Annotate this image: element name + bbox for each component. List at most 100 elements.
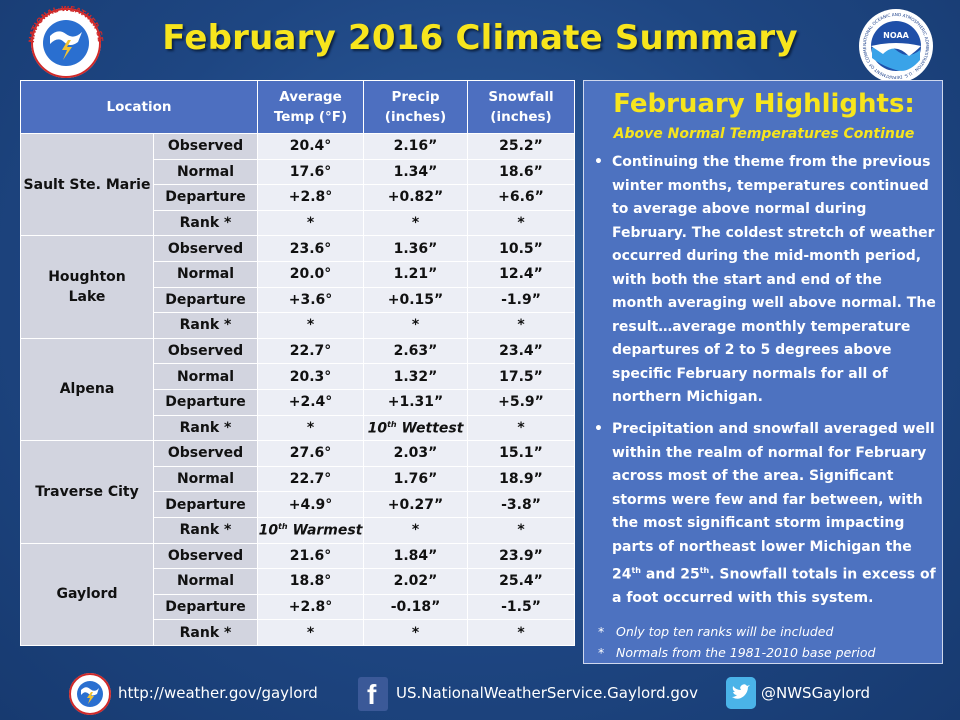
temp-value: 20.4° [257,133,364,160]
precip-value: +0.27” [363,491,468,518]
row-label: Departure [153,593,258,621]
location-name-line: Houghton [48,269,126,286]
facebook-icon[interactable]: f [358,677,388,711]
snowfall-value: -3.8” [467,491,575,518]
table-row: Normal 17.6° 1.34” 18.6” [21,158,575,186]
precip-value: 1.21” [363,260,468,288]
precip-text-part2: and 25 [641,566,700,583]
snowfall-value: 15.1” [467,440,575,467]
temp-value: +2.4° [257,388,364,416]
location-name-line: Traverse City [35,483,139,500]
highlight-text-temperature: Continuing the theme from the previous w… [612,154,936,405]
precip-value: * [363,312,468,339]
row-label: Observed [153,440,258,467]
precip-text-sup1: th [631,566,642,575]
snowfall-value: 18.6” [467,158,575,186]
location-name: Gaylord [20,542,154,646]
precip-value: * [363,209,468,237]
rank-text: Wettest [396,420,464,437]
noaa-logo-text: NOAA [883,31,909,40]
temp-value: * [257,414,364,442]
page-title: February 2016 Climate Summary [162,18,798,58]
table-row: Traverse City Observed 27.6° 2.03” 15.1” [20,440,575,544]
row-label: Normal [153,465,258,493]
table-header-row: Location Average Temp (°F) Precip (inche… [20,80,575,134]
header-avg-temp-line1: Average [279,89,342,105]
temp-value: +2.8° [257,184,364,211]
precip-text-part1: Precipitation and snowfall averaged well… [612,421,935,583]
temp-value: 22.7° [257,465,364,493]
location-name-line: Sault Ste. Marie [23,176,151,193]
row-label: Rank * [153,619,258,646]
snowfall-value: 25.4” [467,568,575,595]
website-link[interactable]: http://weather.gov/gaylord [118,684,318,702]
footnote-normals-text: Normals from the 1981-2010 base period [616,645,876,660]
snowfall-value: 17.5” [467,363,575,390]
precip-value: * [363,516,468,544]
header-avg-temp-line2: Temp (°F) [273,109,348,125]
climate-table: Location Average Temp (°F) Precip (inche… [20,80,575,646]
row-label: Observed [153,542,258,570]
temp-value: * [257,312,364,339]
precip-value: 2.03” [363,440,468,467]
snowfall-value: 25.2” [467,133,575,160]
table-row: Alpena Observed 22.7° 2.63” 23.4” [20,337,575,442]
nws-logo: NATIONAL WEATHER SERVICE [22,6,105,78]
twitter-icon[interactable] [726,677,756,709]
table-row: Departure +4.9° +0.27” -3.8” [21,491,575,518]
footnote-rank: * Only top ten ranks will be included [598,624,833,639]
precip-value: +1.31” [363,388,468,416]
facebook-link[interactable]: US.NationalWeatherService.Gaylord.gov [396,684,698,702]
row-label: Rank * [153,516,258,544]
row-label: Rank * [153,209,258,237]
snowfall-value: 18.9” [467,465,575,493]
rank-suffix: th [387,419,397,429]
table-row: Gaylord Observed 21.6° 1.84” 23.9” [20,542,575,646]
temp-value: +2.8° [257,593,364,621]
temp-value: 27.6° [257,440,364,467]
precip-value: 1.84” [363,542,468,570]
row-label: Normal [153,260,258,288]
location-name: Houghton Lake [20,235,154,339]
table-row: Sault Ste. Marie Observed 20.4° 2.16” 25.2” [20,132,575,237]
table-row: Houghton Lake Observed 23.6° 1.36” 10.5” [20,235,575,339]
highlights-subtitle: Above Normal Temperatures Continue [613,126,915,142]
precip-value: +0.15” [363,286,468,314]
header-location: Location [20,80,258,134]
snowfall-value: * [467,414,575,442]
table-row: Rank * 10th Warmest * * [21,516,575,544]
header-snowfall: Snowfall (inches) [467,80,575,134]
precip-value: -0.18” [363,593,468,621]
snowfall-value: * [467,516,575,544]
footnote-rank-text: Only top ten ranks will be included [616,624,834,639]
highlight-text-precipitation: Precipitation and snowfall averaged well… [612,418,936,611]
footnote-star: * [598,624,605,639]
table-row: Departure +2.4° +1.31” +5.9” [21,388,575,416]
snowfall-value: * [467,619,575,646]
row-label: Normal [153,363,258,390]
precip-value: 2.16” [363,133,468,160]
twitter-link[interactable]: @NWSGaylord [761,684,871,702]
snowfall-value: * [467,312,575,339]
location-name: Sault Ste. Marie [20,132,154,237]
temp-value: 17.6° [257,158,364,186]
precip-value: * [363,619,468,646]
temp-value: +4.9° [257,491,364,518]
precip-text-sup2: th [699,566,710,575]
table-row: Rank * * 10th Wettest * [21,414,575,442]
snowfall-value: 12.4” [467,260,575,288]
location-name: Traverse City [20,440,154,544]
rank-suffix: th [278,521,288,531]
row-label: Normal [153,158,258,186]
snowfall-value: -1.9” [467,286,575,314]
row-label: Observed [153,235,258,262]
snowfall-value: +5.9” [467,388,575,416]
row-label: Departure [153,388,258,416]
location-name-line: Lake [68,289,106,306]
row-label: Departure [153,184,258,211]
temp-value: 22.7° [257,337,364,365]
temp-value: * [257,209,364,237]
row-label: Observed [153,133,258,160]
table-row: Normal 20.3° 1.32” 17.5” [21,363,575,390]
rank-value: 10th Wettest [363,414,468,442]
